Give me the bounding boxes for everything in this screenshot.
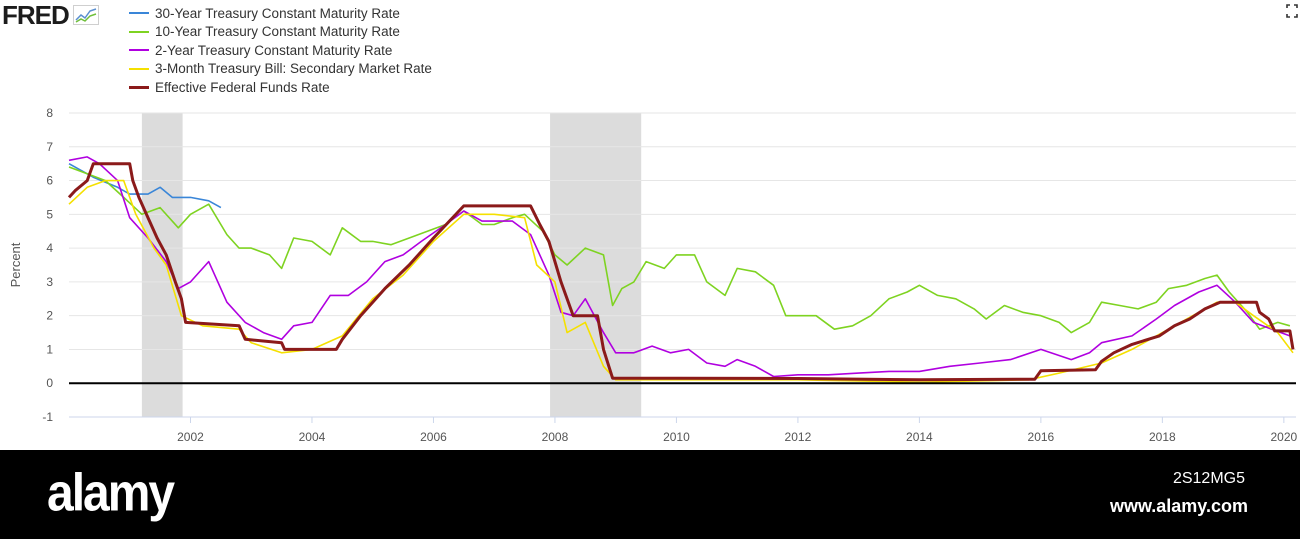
legend-label: 10-Year Treasury Constant Maturity Rate: [155, 24, 400, 40]
recession-band: [141, 113, 183, 417]
legend-label: Effective Federal Funds Rate: [155, 79, 330, 95]
legend-swatch: [129, 49, 149, 52]
series-line-fed-funds: [67, 162, 1295, 382]
chart-area: FRED 30-Year Treasury Constant Maturity …: [2, 2, 1298, 444]
alamy-logo: alamy: [47, 464, 175, 523]
x-tick-label: 2004: [299, 430, 326, 444]
line-graph-icon: [72, 5, 99, 25]
legend-item-ten-year[interactable]: 10-Year Treasury Constant Maturity Rate: [129, 23, 432, 42]
image-id: 2S12MG5: [1172, 470, 1245, 487]
legend-label: 30-Year Treasury Constant Maturity Rate: [155, 5, 400, 21]
x-tick-label: 2012: [785, 430, 812, 444]
y-tick-label: 8: [46, 106, 53, 120]
chart-legend: 30-Year Treasury Constant Maturity Rate …: [129, 4, 432, 97]
series-line-thirty-year: [68, 163, 222, 209]
y-tick-label: 3: [46, 275, 53, 289]
y-tick-label: 5: [46, 207, 53, 221]
y-tick-label: 7: [46, 140, 53, 154]
legend-swatch: [129, 67, 149, 70]
y-tick-label: 4: [46, 241, 53, 255]
legend-swatch: [129, 85, 149, 89]
x-tick-label: 2006: [420, 430, 447, 444]
legend-item-two-year[interactable]: 2-Year Treasury Constant Maturity Rate: [129, 41, 432, 60]
x-tick-label: 2008: [542, 430, 569, 444]
x-tick-label: 2018: [1149, 430, 1176, 444]
x-tick-label: 2002: [177, 430, 204, 444]
legend-label: 2-Year Treasury Constant Maturity Rate: [155, 42, 393, 58]
legend-item-thirty-year[interactable]: 30-Year Treasury Constant Maturity Rate: [129, 4, 432, 23]
fullscreen-icon[interactable]: [1286, 4, 1298, 18]
line-chart: -1 0 1 2 3 4 5 6 7 8 2002 2004 2006 2008 2010 2012 2014 2…: [8, 106, 1298, 444]
x-tick-label: 2020: [1270, 430, 1297, 444]
recession-band: [550, 113, 642, 417]
x-tick-label: 2010: [663, 430, 690, 444]
fred-logo-text: FRED: [2, 0, 70, 30]
y-tick-label: 6: [46, 174, 53, 188]
y-axis-label: Percent: [8, 242, 23, 287]
watermark-url: www.alamy.com: [1109, 496, 1248, 516]
y-tick-label: -1: [42, 410, 53, 424]
y-tick-label: 0: [46, 376, 53, 390]
legend-swatch: [129, 30, 149, 33]
x-tick-label: 2016: [1028, 430, 1055, 444]
legend-item-three-month[interactable]: 3-Month Treasury Bill: Secondary Market …: [129, 60, 432, 79]
series-line-ten-year: [68, 166, 1291, 334]
legend-swatch: [129, 12, 149, 15]
watermark-bar: alamy 2S12MG5 www.alamy.com: [0, 450, 1300, 539]
legend-item-fed-funds[interactable]: Effective Federal Funds Rate: [129, 78, 432, 97]
y-tick-label: 1: [46, 342, 53, 356]
x-tick-label: 2014: [906, 430, 933, 444]
fred-logo[interactable]: FRED: [2, 2, 99, 28]
legend-label: 3-Month Treasury Bill: Secondary Market …: [155, 61, 432, 77]
y-tick-label: 2: [46, 309, 53, 323]
